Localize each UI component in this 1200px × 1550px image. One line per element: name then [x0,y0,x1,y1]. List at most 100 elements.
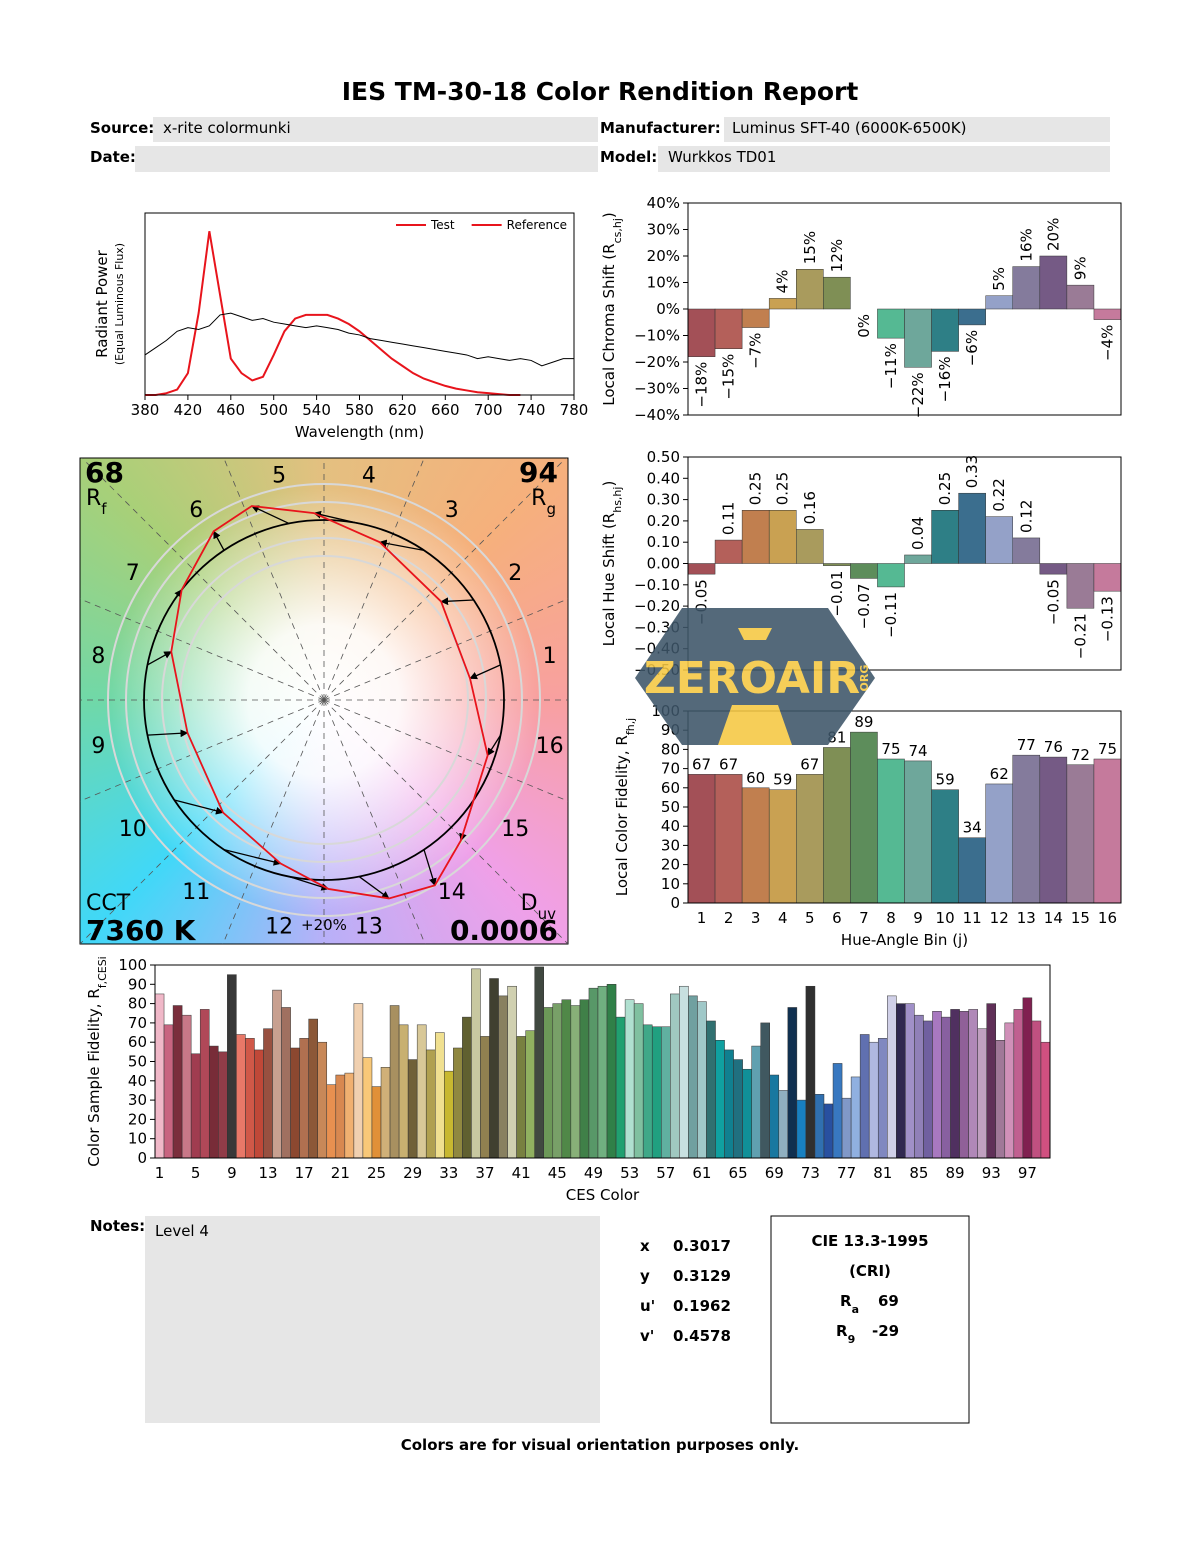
bar [688,995,698,1159]
x-tick-label: 14 [1044,909,1063,927]
bar [796,529,824,564]
data-label: 75 [1098,740,1117,758]
bar [254,1049,264,1159]
bar [344,1072,355,1159]
bar [868,1041,879,1159]
x-tick-label: 73 [801,1164,820,1182]
x-tick-label: 1 [155,1164,165,1182]
watermark: ZEROAIR ORG [635,608,875,745]
x-tick-label: 780 [560,401,589,419]
bar [796,774,824,904]
bar [931,510,959,564]
bar [687,563,716,575]
watermark-org: ORG [858,665,871,692]
bar [326,1084,337,1159]
label-sub: f [101,500,107,518]
watermark-icon [738,628,772,640]
bar [877,308,905,339]
data-label: −0.05 [1044,579,1062,625]
bar [525,1030,535,1159]
x-tick-label: 580 [345,401,374,419]
chroma-label: y [640,1267,650,1285]
x-tick-label: 620 [388,401,417,419]
bar [850,563,878,579]
bar [1066,764,1095,904]
x-tick-label: 41 [512,1164,531,1182]
footer-note: Colors are for visual orientation purpos… [401,1436,800,1454]
data-label: 67 [800,755,819,773]
bar [190,1053,201,1159]
bar [670,993,680,1159]
bar [552,1003,563,1159]
label: Local Color Fidelity, R [613,735,631,896]
shift-arrow [174,799,224,815]
bar [416,1024,427,1159]
x-tick-label: 57 [656,1164,675,1182]
x-tick-label: 53 [620,1164,639,1182]
data-label: 4% [774,270,792,294]
chroma-label: v' [640,1327,654,1345]
data-label: 62 [990,765,1009,783]
shift-arrow [173,589,183,601]
bar [154,993,165,1159]
data-label: 0.11 [720,502,738,535]
plot-frame [144,212,575,396]
chroma-label: x [640,1237,650,1255]
data-label: 34 [963,819,982,837]
bar [1012,266,1041,310]
data-label: −11% [882,343,900,389]
shift-arrow [288,875,330,891]
bar [742,1068,752,1159]
data-label: 89 [854,713,873,731]
data-label: 0.25 [747,472,765,505]
y-tick-label: 0.20 [647,512,680,530]
bar [633,1003,644,1159]
label-sub: 9 [848,1333,856,1346]
y-axis-label: Local Color Fidelity, Rfh,j [613,718,637,897]
label: R [836,1322,848,1340]
shift-arrow [223,849,282,866]
bar [489,978,499,1159]
bar [985,295,1013,310]
y-tick-label: 60 [128,1033,147,1051]
bar [606,984,617,1159]
plot-frame [154,964,1051,1159]
data-label: 74 [908,742,927,760]
bar [706,1020,716,1159]
bar [389,1005,400,1159]
y-tick-label: 30 [128,1091,147,1109]
bin-label: 16 [536,734,564,759]
bar [371,1086,382,1159]
rf-value: 68 [85,456,124,489]
watermark-badge [635,608,875,745]
bar [1039,756,1068,904]
x-tick-label: 380 [131,401,160,419]
bar [498,995,508,1159]
x-tick-label: 49 [584,1164,603,1182]
y-axis-label: Local Chroma Shift (Rcs,hj) [600,212,624,406]
bar [661,1026,671,1159]
data-label: 0.22 [990,478,1008,511]
bar [281,1007,291,1159]
bar [227,974,237,1159]
bar [896,1003,906,1159]
bar [679,985,689,1159]
x-tick-label: 5 [191,1164,201,1182]
notes-label: Notes: [90,1217,145,1235]
bin-label: 4 [362,463,376,488]
x-tick-label: 93 [982,1164,1001,1182]
bar [272,989,282,1159]
y-tick-label: 40 [128,1072,147,1090]
chroma-value: 0.3017 [673,1237,731,1255]
bar [1093,758,1122,904]
data-label: 0.25 [774,472,792,505]
x-axis-label: Hue-Angle Bin (j) [841,931,968,949]
x-tick-label: 3 [751,909,761,927]
bin-label: 8 [91,644,105,669]
chroma-label: u' [640,1297,655,1315]
bar [778,1090,789,1159]
x-tick-label: 740 [517,401,546,419]
x-tick-label: 81 [873,1164,892,1182]
bar [823,747,851,904]
bar [877,563,905,588]
